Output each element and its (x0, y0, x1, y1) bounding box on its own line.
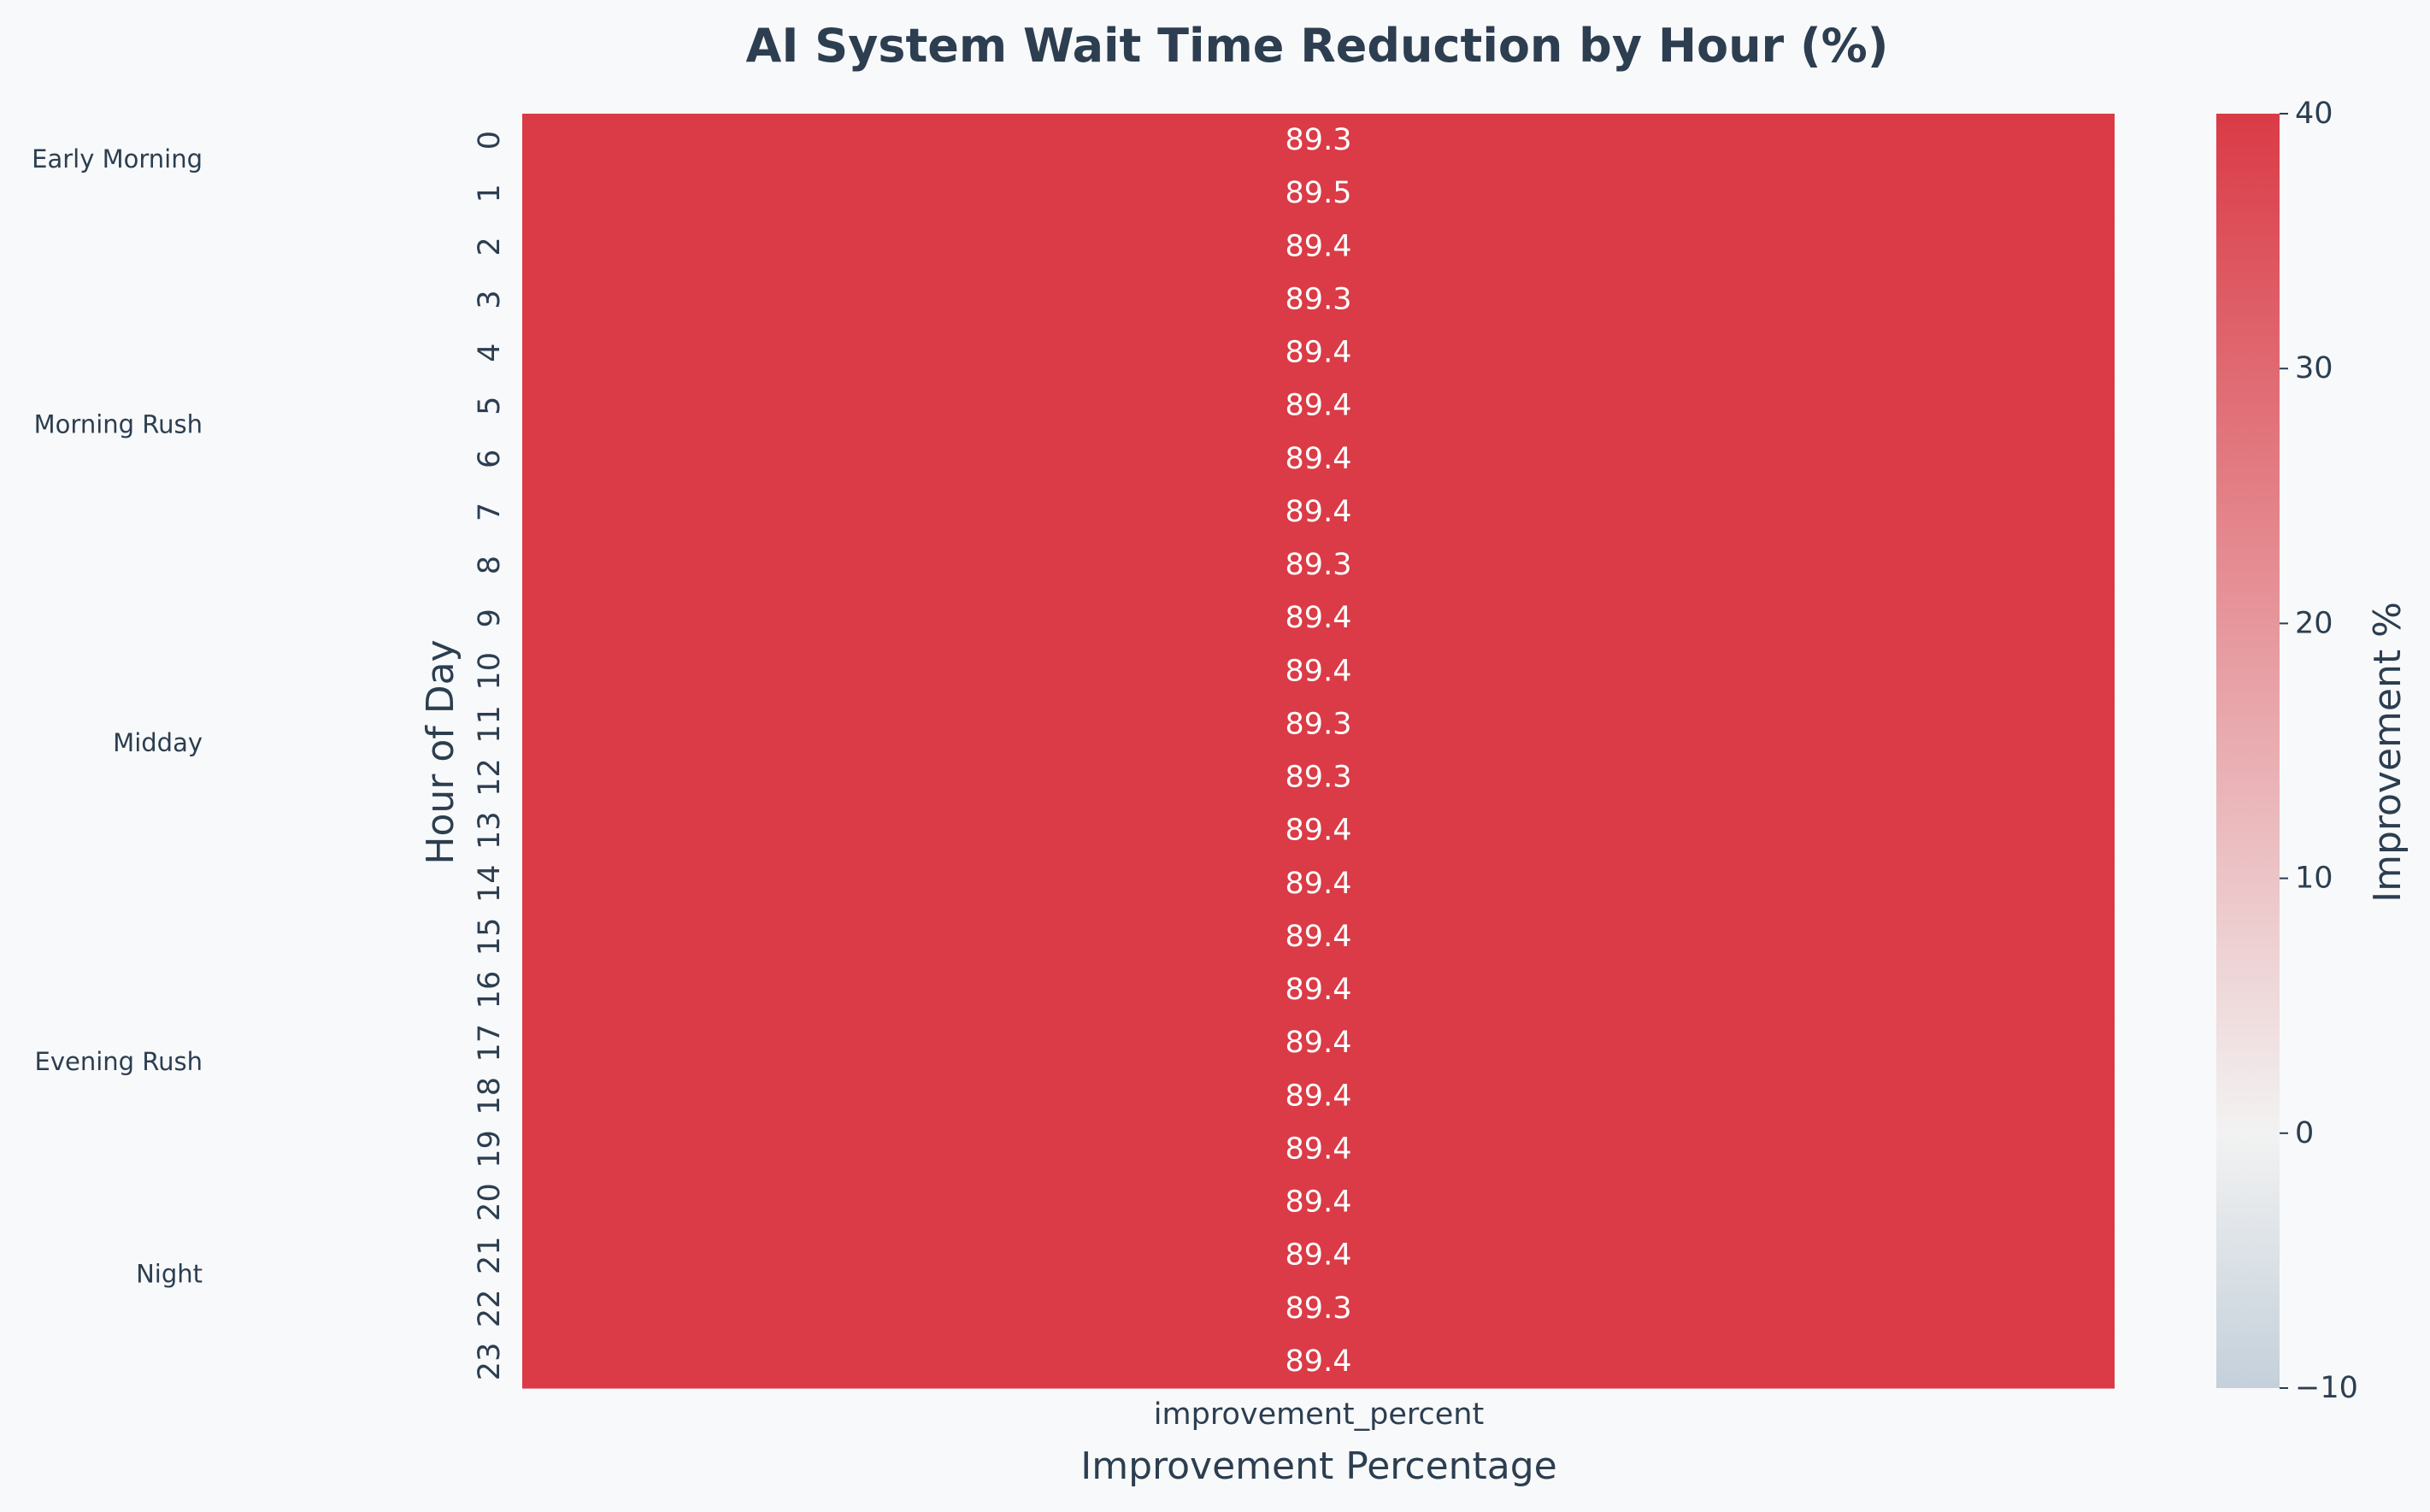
row-group-labels: Early Morning Morning Rush Midday Evening R… (32, 144, 203, 1289)
cell-value-label: 89.4 (1286, 495, 1352, 529)
cell-value-label: 89.3 (1286, 761, 1352, 795)
cell-value-label: 89.4 (1286, 389, 1352, 423)
heatmap-cell (522, 167, 2115, 221)
cell-value-label: 89.4 (1286, 654, 1352, 688)
heatmap-cell (522, 538, 2115, 592)
y-tick-label: 16 (473, 971, 507, 1009)
cell-value-label: 89.4 (1286, 920, 1352, 954)
heatmap-cell (522, 856, 2115, 911)
cell-value-label: 89.4 (1286, 814, 1352, 848)
y-tick-label: 6 (473, 450, 507, 468)
heatmap-cell (522, 644, 2115, 698)
x-tick-label: improvement_percent (1154, 1397, 1484, 1432)
cell-value-label: 89.4 (1286, 1079, 1352, 1113)
colorbar-tick-label: 40 (2295, 97, 2333, 131)
row-group-label: Early Morning (32, 144, 203, 174)
cell-value-label: 89.3 (1286, 548, 1352, 582)
heatmap-cell (522, 750, 2115, 805)
heatmap-cell (522, 326, 2115, 380)
heatmap-cell (522, 697, 2115, 752)
y-tick-label: 3 (473, 290, 507, 309)
cell-value-label: 89.4 (1286, 229, 1352, 263)
heatmap-cell (522, 220, 2115, 274)
y-tick-label: 11 (473, 705, 507, 744)
y-tick-label: 12 (473, 758, 507, 797)
cell-value-label: 89.4 (1286, 1185, 1352, 1220)
y-tick-label: 14 (473, 865, 507, 903)
colorbar-ticks: −10 0 10 20 30 40 (2280, 97, 2358, 1405)
y-axis-label: Hour of Day (419, 639, 462, 864)
x-axis-label: Improvement Percentage (1080, 1444, 1557, 1488)
row-group-label: Night (136, 1259, 203, 1288)
y-tick-label: 20 (473, 1183, 507, 1221)
y-tick-label: 9 (473, 609, 507, 627)
heatmap-cells: 89.3 89.5 89.4 89.3 89.4 89.4 89.4 89.4 89.3 89.4… (522, 114, 2115, 1389)
y-tick-label: 1 (473, 184, 507, 203)
cell-value-label: 89.3 (1286, 707, 1352, 741)
cell-value-label: 89.4 (1286, 442, 1352, 476)
y-tick-label: 13 (473, 811, 507, 850)
y-tick-label: 17 (473, 1024, 507, 1062)
heatmap-cell (522, 1069, 2115, 1123)
y-tick-label: 18 (473, 1077, 507, 1115)
y-tick-label: 21 (473, 1236, 507, 1274)
heatmap-cell (522, 273, 2115, 327)
cell-value-label: 89.4 (1286, 973, 1352, 1007)
heatmap-cell (522, 803, 2115, 858)
cell-value-label: 89.3 (1286, 123, 1352, 157)
cell-value-label: 89.4 (1286, 867, 1352, 901)
y-tick-label: 5 (473, 397, 507, 415)
row-group-label: Evening Rush (35, 1047, 203, 1076)
cell-value-label: 89.3 (1286, 282, 1352, 316)
heatmap-cell (522, 1334, 2115, 1389)
colorbar-tick-label: −10 (2295, 1371, 2358, 1405)
cell-value-label: 89.4 (1286, 601, 1352, 635)
heatmap-cell (522, 432, 2115, 486)
colorbar-gradient (2216, 114, 2280, 1388)
y-tick-label: 0 (473, 131, 507, 150)
colorbar-tick-label: 20 (2295, 606, 2333, 640)
y-tick-label: 7 (473, 503, 507, 521)
heatmap-cell (522, 1281, 2115, 1336)
chart-title: AI System Wait Time Reduction by Hour (%… (746, 19, 1889, 73)
y-tick-label: 23 (473, 1343, 507, 1381)
y-tick-label: 10 (473, 652, 507, 691)
cell-value-label: 89.4 (1286, 1238, 1352, 1273)
cell-value-label: 89.4 (1286, 1344, 1352, 1379)
colorbar-tick-label: 10 (2295, 862, 2333, 896)
y-tick-label: 8 (473, 556, 507, 574)
cell-value-label: 89.4 (1286, 336, 1352, 370)
heatmap-cell (522, 591, 2115, 645)
colorbar-tick-label: 30 (2295, 351, 2333, 385)
y-tick-label: 15 (473, 918, 507, 956)
heatmap-cell (522, 1016, 2115, 1070)
cell-value-label: 89.3 (1286, 1291, 1352, 1326)
row-group-label: Morning Rush (34, 409, 203, 438)
y-tick-label: 19 (473, 1130, 507, 1168)
heatmap-cell (522, 1175, 2115, 1230)
row-group-label: Midday (113, 728, 203, 757)
y-tick-label: 22 (473, 1290, 507, 1328)
heatmap-cell (522, 379, 2115, 433)
heatmap-cell (522, 1122, 2115, 1177)
cell-value-label: 89.4 (1286, 1132, 1352, 1166)
colorbar-tick-label: 0 (2295, 1116, 2314, 1150)
heatmap-cell (522, 114, 2115, 168)
heatmap-cell (522, 1228, 2115, 1283)
colorbar: −10 0 10 20 30 40 Improvement % (2216, 97, 2409, 1405)
heatmap-cell (522, 485, 2115, 539)
heatmap-cell (522, 909, 2115, 964)
cell-value-label: 89.4 (1286, 1026, 1352, 1060)
y-tick-label: 4 (473, 343, 507, 362)
y-tick-label: 2 (473, 237, 507, 256)
colorbar-label: Improvement % (2366, 602, 2409, 903)
cell-value-label: 89.5 (1286, 176, 1352, 210)
heatmap-cell (522, 963, 2115, 1017)
